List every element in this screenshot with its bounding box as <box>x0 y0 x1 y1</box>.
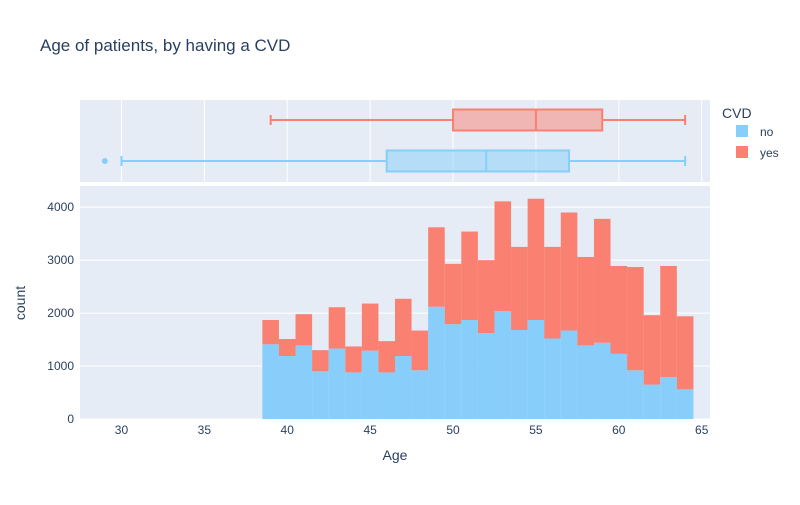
bar-yes <box>312 350 329 372</box>
bar-yes <box>328 307 346 349</box>
legend-label-no[interactable]: no <box>760 125 774 139</box>
bar-no <box>660 377 677 419</box>
bar-no <box>262 344 279 419</box>
bar-yes <box>278 339 296 356</box>
bar-no <box>395 355 412 419</box>
bar-yes <box>494 201 512 311</box>
bar-yes <box>395 298 412 356</box>
bar-no <box>378 372 395 419</box>
bar-yes <box>345 346 362 373</box>
bar-yes <box>511 246 528 331</box>
x-tick-label: 55 <box>529 423 543 437</box>
x-tick-label: 45 <box>363 423 377 437</box>
legend-title: CVD <box>722 105 752 121</box>
bar-yes <box>527 198 545 320</box>
bar-no <box>328 348 346 419</box>
bar-yes <box>560 212 578 331</box>
y-axis-label: count <box>12 286 28 320</box>
box-iqr-yes <box>452 108 604 132</box>
bar-no <box>544 338 561 419</box>
bar-no <box>461 319 478 419</box>
bar-yes <box>444 263 462 325</box>
bar-yes <box>295 314 313 346</box>
legend-swatch-yes[interactable] <box>736 146 748 158</box>
bar-no <box>411 370 429 419</box>
bar-yes <box>411 330 429 371</box>
bar-no <box>428 306 445 419</box>
bar-no <box>494 310 512 419</box>
bar-yes <box>610 265 628 354</box>
bar-no <box>444 324 462 419</box>
bar-yes <box>477 260 495 334</box>
x-tick-label: 40 <box>281 423 295 437</box>
legend-swatch-no[interactable] <box>736 125 748 137</box>
x-tick-label: 65 <box>695 423 709 437</box>
y-tick-label: 2000 <box>47 306 74 320</box>
bar-yes <box>262 319 279 345</box>
bar-yes <box>593 218 611 343</box>
bar-yes <box>676 316 694 390</box>
x-tick-label: 30 <box>115 423 129 437</box>
x-tick-label: 60 <box>612 423 626 437</box>
bars-layer <box>262 198 694 419</box>
chart-title: Age of patients, by having a CVD <box>40 36 290 55</box>
bar-no <box>312 371 329 419</box>
box-layer <box>101 108 687 173</box>
bar-yes <box>577 256 594 346</box>
bar-no <box>577 345 594 419</box>
x-axis-label: Age <box>383 447 408 463</box>
y-tick-label: 1000 <box>47 359 74 373</box>
bar-no <box>610 353 628 419</box>
bar-yes <box>461 231 478 320</box>
x-tick-label: 50 <box>446 423 460 437</box>
bar-yes <box>627 267 644 371</box>
legend[interactable]: CVD no yes <box>722 105 779 160</box>
box-iqr-no <box>385 149 571 173</box>
bar-no <box>593 342 611 419</box>
bar-no <box>295 345 313 419</box>
bar-yes <box>643 315 661 385</box>
bar-no <box>477 333 495 419</box>
bar-yes <box>378 341 395 373</box>
bar-yes <box>660 265 677 378</box>
bar-no <box>560 330 578 419</box>
y-tick-label: 0 <box>67 412 74 426</box>
x-tick-label: 35 <box>198 423 212 437</box>
bar-yes <box>544 246 561 339</box>
bar-no <box>345 372 362 419</box>
bar-no <box>361 350 379 419</box>
legend-label-yes[interactable]: yes <box>760 146 779 160</box>
bar-yes <box>428 227 445 307</box>
y-tick-label: 3000 <box>47 253 74 267</box>
y-tick-label: 4000 <box>47 200 74 214</box>
bar-no <box>527 319 545 419</box>
axis-layer: 30 35 40 45 50 55 60 65 0 1000 2000 3000 4000 <box>47 200 708 437</box>
bar-no <box>278 355 296 419</box>
bar-no <box>676 389 694 419</box>
bar-no <box>643 384 661 419</box>
box-outlier-no <box>101 158 108 164</box>
bar-no <box>511 330 528 419</box>
bar-no <box>627 370 644 419</box>
bar-yes <box>361 303 379 351</box>
